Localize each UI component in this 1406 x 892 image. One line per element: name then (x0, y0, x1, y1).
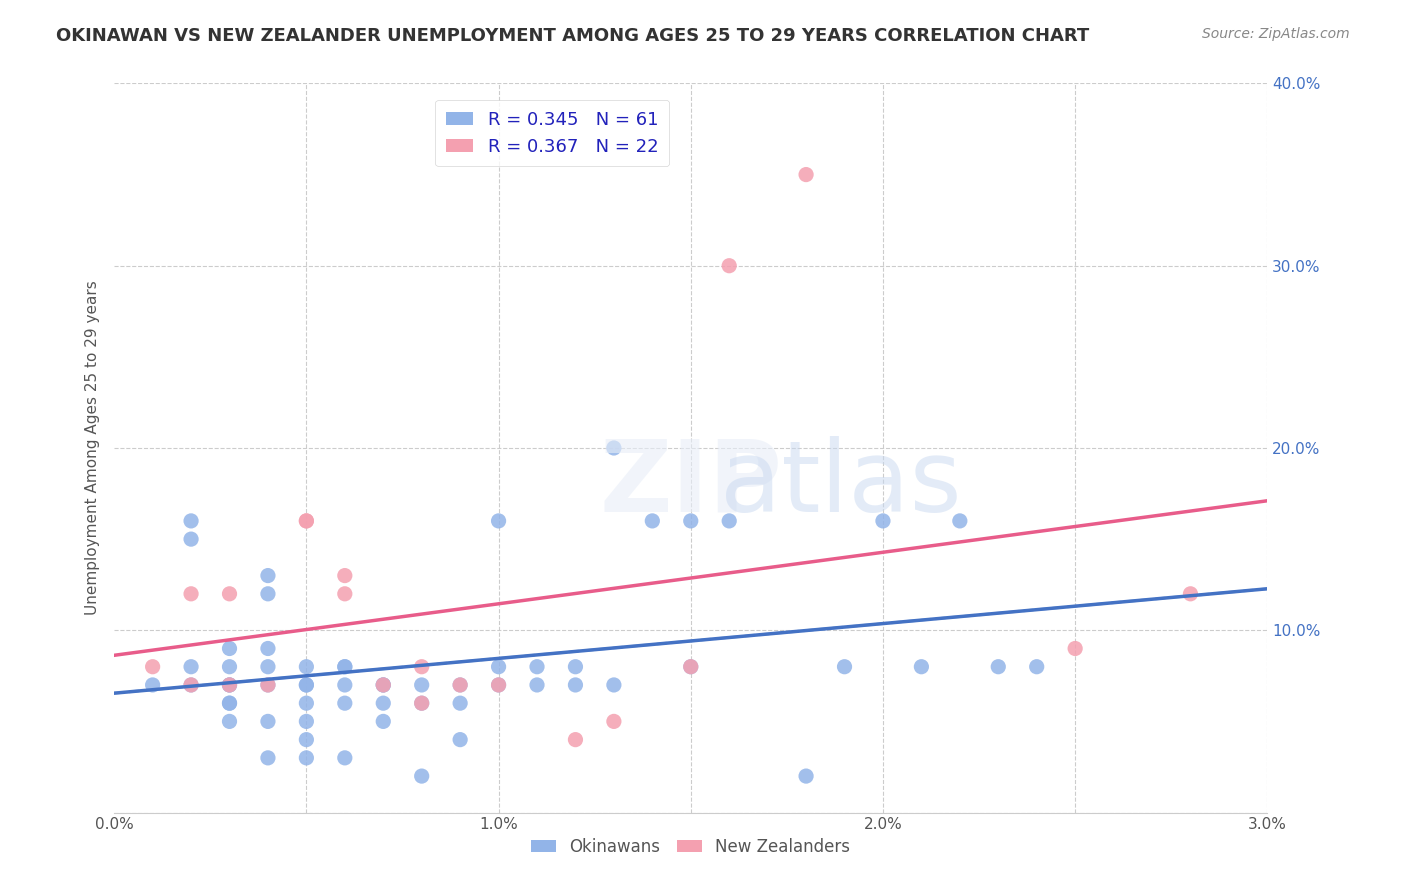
Point (603, 441, 626, 455)
Point (718, 514, 741, 528)
Point (333, 587, 356, 601)
Point (218, 678, 240, 692)
Point (295, 659, 318, 673)
Point (564, 678, 586, 692)
Point (449, 696, 471, 710)
Point (1025, 659, 1047, 673)
Point (218, 696, 240, 710)
Point (333, 659, 356, 673)
Point (180, 514, 202, 528)
Point (333, 696, 356, 710)
Point (488, 678, 510, 692)
Point (679, 514, 702, 528)
Point (295, 751, 318, 765)
Point (679, 659, 702, 673)
Point (218, 714, 240, 729)
Point (257, 678, 280, 692)
Point (295, 678, 318, 692)
Point (564, 732, 586, 747)
Point (834, 659, 856, 673)
Point (488, 678, 510, 692)
Point (295, 732, 318, 747)
Point (257, 641, 280, 656)
Point (603, 714, 626, 729)
Point (449, 678, 471, 692)
Point (373, 678, 395, 692)
Point (949, 514, 972, 528)
Point (411, 696, 433, 710)
Point (910, 659, 932, 673)
Point (411, 678, 433, 692)
Point (218, 659, 240, 673)
Point (218, 587, 240, 601)
Point (679, 659, 702, 673)
Point (373, 678, 395, 692)
Point (794, 769, 817, 783)
Point (872, 514, 894, 528)
Point (449, 678, 471, 692)
Point (257, 568, 280, 582)
Point (333, 751, 356, 765)
Point (180, 587, 202, 601)
Point (411, 769, 433, 783)
Point (333, 568, 356, 582)
Point (142, 659, 165, 673)
Point (257, 587, 280, 601)
Text: atlas: atlas (720, 436, 962, 533)
Point (257, 714, 280, 729)
Point (411, 696, 433, 710)
Point (295, 514, 318, 528)
Point (257, 751, 280, 765)
Point (373, 696, 395, 710)
Text: Source: ZipAtlas.com: Source: ZipAtlas.com (1202, 27, 1350, 41)
Point (488, 514, 510, 528)
Point (373, 678, 395, 692)
Point (718, 259, 741, 273)
Y-axis label: Unemployment Among Ages 25 to 29 years: Unemployment Among Ages 25 to 29 years (86, 281, 100, 615)
Point (526, 659, 548, 673)
Point (526, 678, 548, 692)
Point (142, 678, 165, 692)
Point (987, 659, 1010, 673)
Point (218, 678, 240, 692)
Point (333, 678, 356, 692)
Point (449, 732, 471, 747)
Point (411, 659, 433, 673)
Point (180, 532, 202, 546)
Text: ZIP: ZIP (599, 436, 782, 533)
Legend: R = 0.345   N = 61, R = 0.367   N = 22: R = 0.345 N = 61, R = 0.367 N = 22 (436, 100, 669, 167)
Point (333, 659, 356, 673)
Point (257, 659, 280, 673)
Point (295, 714, 318, 729)
Point (180, 678, 202, 692)
Point (373, 714, 395, 729)
Point (295, 678, 318, 692)
Point (295, 696, 318, 710)
Text: OKINAWAN VS NEW ZEALANDER UNEMPLOYMENT AMONG AGES 25 TO 29 YEARS CORRELATION CHA: OKINAWAN VS NEW ZEALANDER UNEMPLOYMENT A… (56, 27, 1090, 45)
Point (1064, 641, 1087, 656)
Point (180, 659, 202, 673)
Point (257, 678, 280, 692)
Point (180, 678, 202, 692)
Point (1180, 587, 1202, 601)
Point (641, 514, 664, 528)
Point (218, 696, 240, 710)
Point (603, 678, 626, 692)
Point (218, 641, 240, 656)
Point (564, 659, 586, 673)
Point (794, 168, 817, 182)
Point (488, 659, 510, 673)
Point (218, 678, 240, 692)
Point (295, 514, 318, 528)
